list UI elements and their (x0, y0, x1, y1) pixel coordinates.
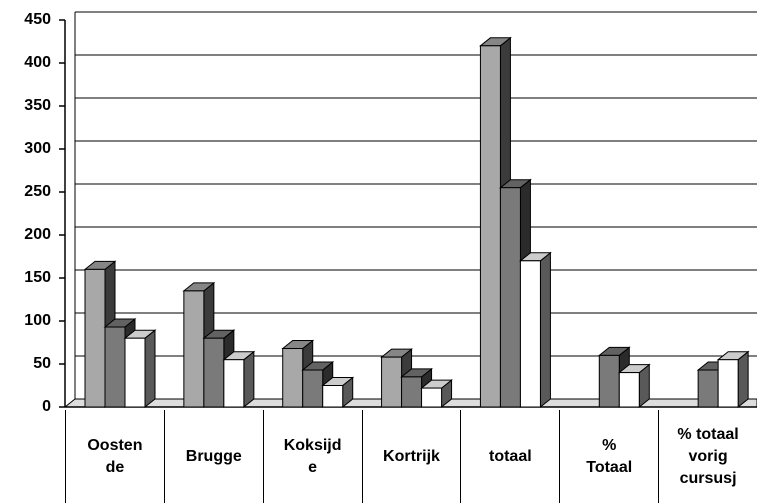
y-tick-label: 100 (24, 312, 51, 329)
bar (302, 369, 324, 408)
bar-side (243, 350, 255, 409)
y-tick-label: 50 (33, 355, 51, 372)
bar (598, 354, 620, 408)
category-label: Koksijd e (262, 410, 362, 503)
bar (519, 260, 541, 408)
bar-side (737, 350, 749, 409)
y-tick-label: 400 (24, 54, 51, 71)
category-label: % Totaal (559, 410, 658, 503)
category-label: Brugge (163, 410, 263, 503)
bar (84, 268, 106, 408)
category-label: Oosten de (65, 410, 164, 503)
bar-side (144, 329, 156, 409)
y-tick-label: 450 (24, 11, 51, 28)
bar (421, 387, 443, 408)
bar (203, 337, 225, 408)
bar-side (539, 251, 551, 409)
bar (401, 376, 423, 408)
y-tick-label: 250 (24, 183, 51, 200)
bar (322, 385, 344, 408)
bar (183, 290, 205, 408)
y-tick-label: 200 (24, 226, 51, 243)
category-label: totaal (460, 410, 559, 503)
category-label: Kortrijk (361, 410, 461, 503)
category-label: % totaal vorig cursusj (658, 410, 757, 503)
bar (104, 326, 126, 408)
y-tick-label: 0 (42, 398, 51, 415)
bar (499, 187, 521, 408)
bar (618, 372, 640, 408)
y-tick-label: 300 (24, 140, 51, 157)
bar (479, 45, 501, 408)
bar (282, 348, 304, 408)
bar (124, 337, 146, 408)
bar (697, 369, 719, 408)
bar (223, 359, 245, 408)
bar (381, 356, 403, 408)
bar (717, 359, 739, 408)
y-tick-label: 350 (24, 97, 51, 114)
y-tick-label: 150 (24, 269, 51, 286)
